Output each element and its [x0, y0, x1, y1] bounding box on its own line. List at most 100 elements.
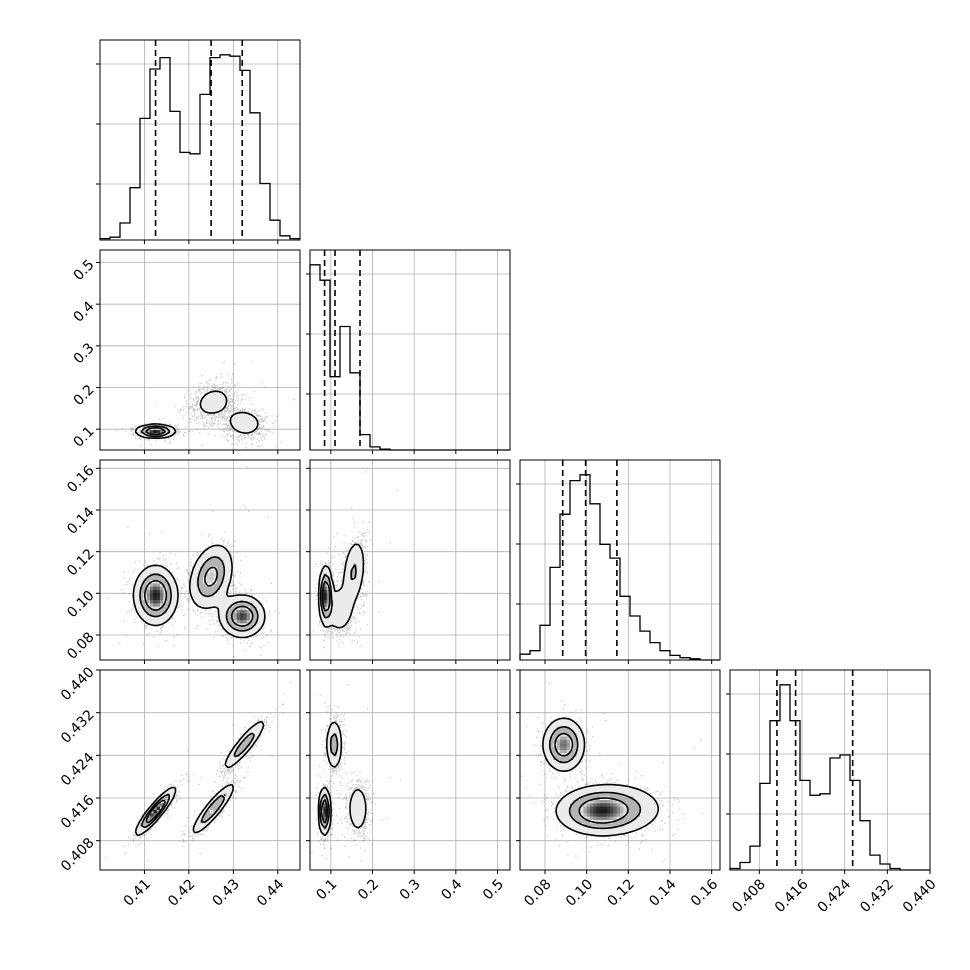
- density-cell: [226, 563, 231, 568]
- density-cell: [196, 600, 201, 604]
- density-cell: [640, 820, 644, 824]
- density-cell: [616, 813, 621, 818]
- density-cell: [200, 590, 204, 594]
- density-cell: [256, 623, 261, 628]
- density-cell: [350, 553, 354, 558]
- density-cell: [213, 573, 218, 578]
- density-cell: [146, 570, 151, 574]
- density-cell: [583, 810, 588, 814]
- density-cell: [360, 793, 364, 798]
- density-cell: [333, 600, 338, 604]
- density-cell: [546, 740, 551, 744]
- density-cell: [620, 806, 624, 811]
- density-cell: [206, 590, 211, 594]
- density-cell: [220, 553, 224, 558]
- density-cell: [336, 733, 341, 738]
- density-cell: [546, 753, 551, 758]
- density-cell: [240, 623, 244, 628]
- density-cell: [580, 826, 584, 831]
- density-cell: [153, 810, 158, 814]
- density-cell: [546, 736, 551, 741]
- density-cell: [570, 726, 574, 731]
- density-cell: [166, 580, 171, 584]
- density-cell: [156, 803, 161, 808]
- density-cell: [150, 810, 154, 814]
- density-cell: [320, 613, 324, 618]
- density-cell: [160, 580, 164, 584]
- density-cell: [223, 573, 228, 578]
- density-cell: [603, 813, 608, 818]
- density-cell: [616, 790, 621, 794]
- density-cell: [156, 806, 161, 811]
- density-cell: [243, 620, 248, 624]
- density-cell: [210, 603, 214, 608]
- density-cell: [246, 730, 251, 734]
- density-cell: [550, 756, 554, 761]
- density-cell: [333, 606, 338, 611]
- density-cell: [346, 576, 351, 581]
- density-cell: [240, 746, 244, 751]
- density-cell: [150, 806, 154, 811]
- density-cell: [546, 726, 551, 731]
- density-cell: [633, 803, 638, 808]
- density-cell: [250, 736, 254, 741]
- density-cell: [150, 813, 154, 818]
- density-cell: [253, 733, 258, 738]
- density-cell: [326, 736, 331, 741]
- density-cell: [196, 820, 201, 824]
- density-cell: [210, 403, 214, 408]
- density-cell: [220, 556, 224, 561]
- density-cell: [626, 790, 631, 794]
- density-cell: [203, 403, 208, 408]
- density-cell: [216, 600, 221, 604]
- density-cell: [156, 600, 161, 604]
- y-tick-label: 0.5: [71, 257, 98, 284]
- density-cell: [243, 616, 248, 621]
- density-cell: [603, 803, 608, 808]
- density-cell: [140, 610, 144, 614]
- density-cell: [620, 816, 624, 821]
- density-cell: [596, 786, 601, 791]
- contour-line: [139, 556, 259, 632]
- density-cell: [570, 823, 574, 828]
- density-cell: [553, 726, 558, 731]
- density-cell: [256, 603, 261, 608]
- density-cell: [356, 563, 361, 568]
- density-cell: [350, 600, 354, 604]
- density-cell: [353, 803, 358, 808]
- density-cell: [166, 576, 171, 581]
- density-cell: [583, 813, 588, 818]
- density-cell: [323, 803, 328, 808]
- density-cell: [233, 623, 238, 628]
- density-cell: [356, 806, 361, 811]
- density-cell: [356, 570, 361, 574]
- density-cell: [350, 590, 354, 594]
- density-cell: [580, 806, 584, 811]
- density-cell: [636, 793, 641, 798]
- density-cell: [213, 400, 218, 404]
- density-cell: [326, 616, 331, 621]
- density-cell: [613, 800, 618, 804]
- density-cell: [350, 810, 354, 814]
- density-cell: [570, 760, 574, 764]
- x-tick-label: 0.5: [480, 876, 507, 903]
- density-cell: [580, 810, 584, 814]
- density-cell: [636, 790, 641, 794]
- density-cell: [200, 583, 204, 588]
- density-cell: [590, 823, 594, 828]
- density-cell: [643, 806, 648, 811]
- density-cell: [576, 816, 581, 821]
- density-cell: [333, 603, 338, 608]
- density-cell: [223, 796, 228, 801]
- density-cell: [570, 750, 574, 754]
- density-cell: [213, 553, 218, 558]
- density-cell: [146, 603, 151, 608]
- density-cell: [193, 576, 198, 581]
- density-cell: [216, 810, 221, 814]
- contour-line: [140, 425, 171, 438]
- density-cell: [143, 606, 148, 611]
- density-cell: [346, 560, 351, 564]
- density-cell: [576, 810, 581, 814]
- density-cell: [156, 610, 161, 614]
- density-cell: [333, 743, 338, 748]
